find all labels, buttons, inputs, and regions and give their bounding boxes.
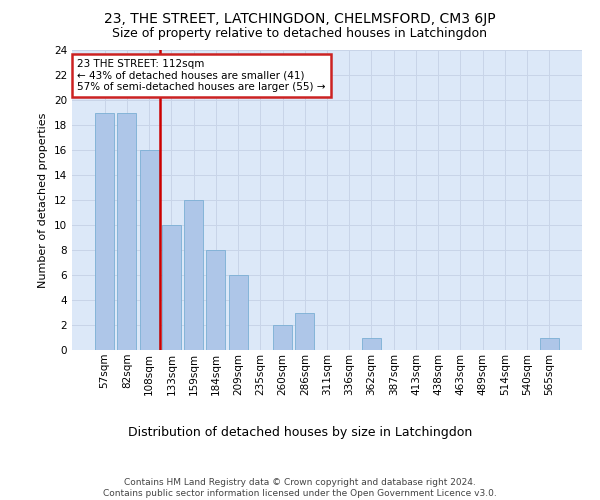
Bar [206,250,225,350]
Bar [362,338,381,350]
Text: Contains HM Land Registry data © Crown copyright and database right 2024.
Contai: Contains HM Land Registry data © Crown c… [103,478,497,498]
Bar [295,312,314,350]
Bar [540,338,559,350]
Text: Size of property relative to detached houses in Latchingdon: Size of property relative to detached ho… [113,28,487,40]
Text: 23, THE STREET, LATCHINGDON, CHELMSFORD, CM3 6JP: 23, THE STREET, LATCHINGDON, CHELMSFORD,… [104,12,496,26]
Y-axis label: Number of detached properties: Number of detached properties [38,112,49,288]
Bar [162,225,181,350]
Text: 23 THE STREET: 112sqm
← 43% of detached houses are smaller (41)
57% of semi-deta: 23 THE STREET: 112sqm ← 43% of detached … [77,59,326,92]
Text: Distribution of detached houses by size in Latchingdon: Distribution of detached houses by size … [128,426,472,439]
Bar [95,112,114,350]
Bar [118,112,136,350]
Bar [184,200,203,350]
Bar [273,325,292,350]
Bar [140,150,158,350]
Bar [229,275,248,350]
